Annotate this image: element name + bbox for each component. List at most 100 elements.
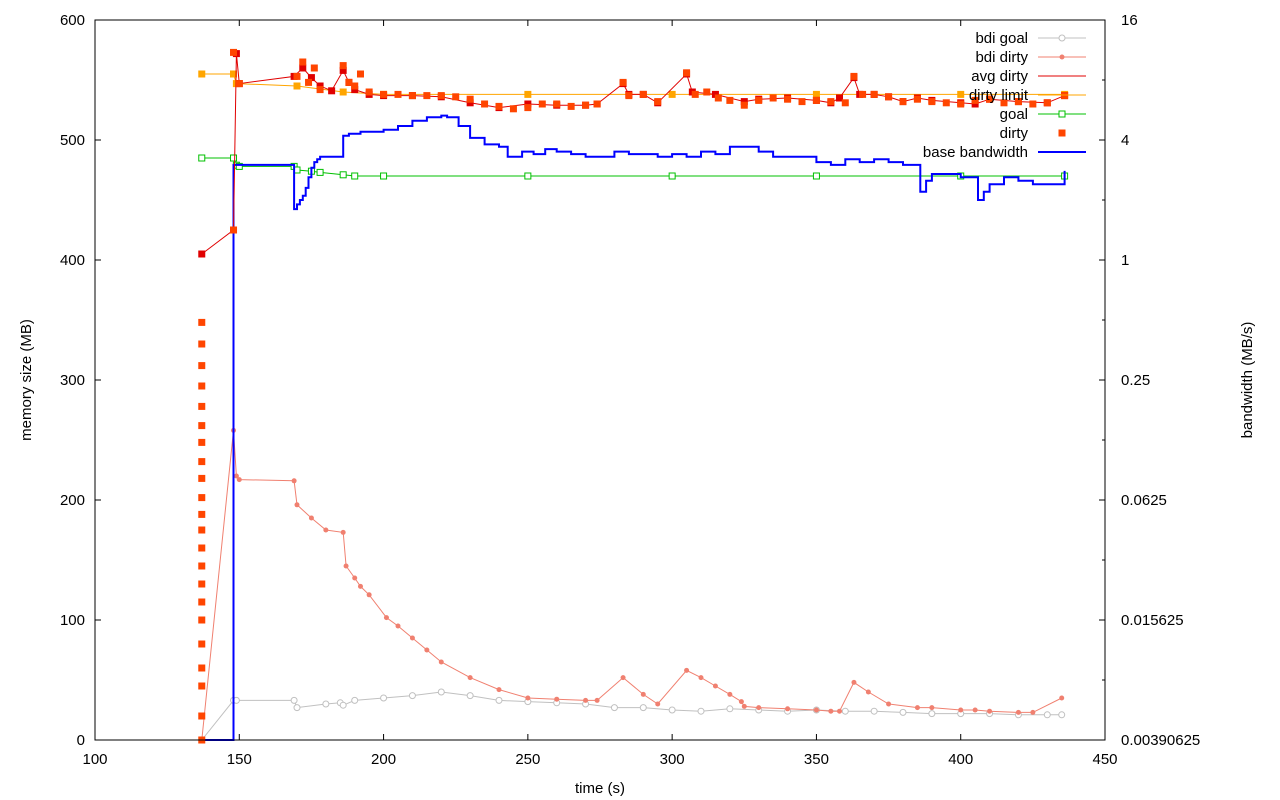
data-point-dirty — [299, 58, 307, 66]
data-point-bdi-dirty — [424, 647, 430, 653]
data-point-bdi-dirty — [438, 659, 444, 665]
y-tick-label: 0 — [77, 732, 85, 749]
data-point-bdi-dirty — [914, 705, 920, 711]
data-point-dirty — [619, 78, 627, 86]
y2-tick-label: 1 — [1121, 252, 1129, 269]
data-point-bdi-dirty — [972, 707, 978, 713]
data-point-bdi-goal — [466, 692, 474, 700]
data-point-bdi-goal — [339, 701, 347, 709]
data-point-bdi-goal — [1043, 711, 1051, 719]
data-point-bdi-goal — [928, 710, 936, 718]
data-point-dirty — [198, 402, 206, 410]
data-point-dirty — [423, 92, 431, 100]
data-point-bdi-dirty — [395, 623, 401, 629]
x-axis-title: time (s) — [575, 780, 625, 797]
data-point-bdi-dirty — [291, 478, 297, 484]
data-point-bdi-goal — [293, 704, 301, 712]
data-point-avg-dirty — [711, 90, 719, 98]
data-point-avg-dirty — [328, 87, 336, 95]
y-tick-label: 600 — [60, 12, 85, 29]
data-point-dirty — [971, 96, 979, 104]
data-point-dirty — [198, 510, 206, 518]
data-point-bdi-dirty — [366, 592, 372, 598]
data-point-bdi-dirty — [467, 675, 473, 681]
data-point-dirty — [198, 616, 206, 624]
data-point-bdi-dirty — [1059, 695, 1065, 701]
data-point-bdi-dirty — [1015, 709, 1021, 715]
data-point-dirty — [798, 98, 806, 106]
data-point-bdi-dirty — [554, 696, 560, 702]
data-point-goal — [230, 154, 238, 162]
data-point-dirty — [885, 93, 893, 101]
legend-label-dirty-limit: dirty limit — [969, 87, 1029, 104]
y-tick-label: 200 — [60, 492, 85, 509]
data-point-bdi-dirty — [813, 707, 819, 713]
data-point-dirty-limit — [293, 82, 301, 90]
legend-marker-bdi-goal — [1058, 34, 1066, 42]
data-point-bdi-goal — [290, 696, 298, 704]
data-point-bdi-goal — [899, 708, 907, 716]
data-point-dirty — [198, 382, 206, 390]
data-point-dirty — [466, 95, 474, 103]
data-point-avg-dirty — [466, 99, 474, 107]
y2-tick-label: 0.00390625 — [1121, 732, 1200, 749]
data-point-goal — [198, 154, 206, 162]
data-point-dirty-limit — [812, 90, 820, 98]
data-point-dirty — [365, 88, 373, 96]
y2-tick-label: 16 — [1121, 12, 1138, 29]
legend-marker-bdi-dirty — [1059, 54, 1065, 60]
data-point-bdi-dirty — [727, 691, 733, 697]
data-point-goal — [380, 172, 388, 180]
data-point-avg-dirty — [299, 64, 307, 72]
legend: bdi goal bdi dirty avg dirty dirty limit goa… — [923, 30, 1086, 161]
data-point-bdi-goal — [495, 696, 503, 704]
data-point-bdi-dirty — [357, 583, 363, 589]
series-line-base-bandwidth — [201, 114, 1066, 741]
data-point-bdi-dirty — [741, 703, 747, 709]
data-point-dirty — [683, 69, 691, 77]
data-point-dirty — [1061, 92, 1069, 100]
legend-label-bdi-dirty: bdi dirty — [975, 49, 1028, 66]
data-point-dirty — [230, 226, 238, 234]
data-point-avg-dirty — [971, 100, 979, 108]
data-point-bdi-dirty — [620, 675, 626, 681]
data-point-goal — [339, 171, 347, 179]
data-point-dirty — [827, 98, 835, 106]
data-point-bdi-dirty — [340, 529, 346, 535]
data-point-dirty — [235, 80, 243, 88]
data-point-bdi-dirty — [886, 701, 892, 707]
data-point-dirty — [859, 90, 867, 98]
x-tick-label: 250 — [515, 751, 540, 768]
data-point-dirty — [198, 664, 206, 672]
data-point-dirty — [293, 72, 301, 80]
y2-tick-label: 0.015625 — [1121, 612, 1184, 629]
data-point-dirty-limit — [198, 70, 206, 78]
y-tick-label: 500 — [60, 132, 85, 149]
data-point-dirty — [198, 598, 206, 606]
y-tick-label: 400 — [60, 252, 85, 269]
data-point-bdi-dirty — [343, 563, 349, 569]
data-point-goal — [235, 162, 243, 170]
data-point-dirty — [198, 340, 206, 348]
data-point-dirty — [928, 98, 936, 106]
data-point-bdi-dirty — [712, 683, 718, 689]
legend-marker-dirty — [1058, 129, 1066, 137]
data-point-dirty — [942, 99, 950, 107]
data-point-dirty — [1043, 99, 1051, 107]
data-point-dirty — [524, 104, 532, 112]
data-point-dirty — [714, 94, 722, 102]
data-point-dirty — [495, 102, 503, 110]
data-point-bdi-goal — [322, 700, 330, 708]
data-point-bdi-goal — [610, 704, 618, 712]
y-tick-label: 100 — [60, 612, 85, 629]
x-tick-label: 300 — [660, 751, 685, 768]
data-point-avg-dirty — [316, 82, 324, 90]
series-line-bdi-goal — [201, 691, 1062, 741]
data-point-avg-dirty — [198, 250, 206, 258]
data-point-bdi-goal — [380, 694, 388, 702]
data-point-dirty — [1014, 98, 1022, 106]
data-point-bdi-dirty — [294, 502, 300, 508]
data-point-dirty — [198, 712, 206, 720]
